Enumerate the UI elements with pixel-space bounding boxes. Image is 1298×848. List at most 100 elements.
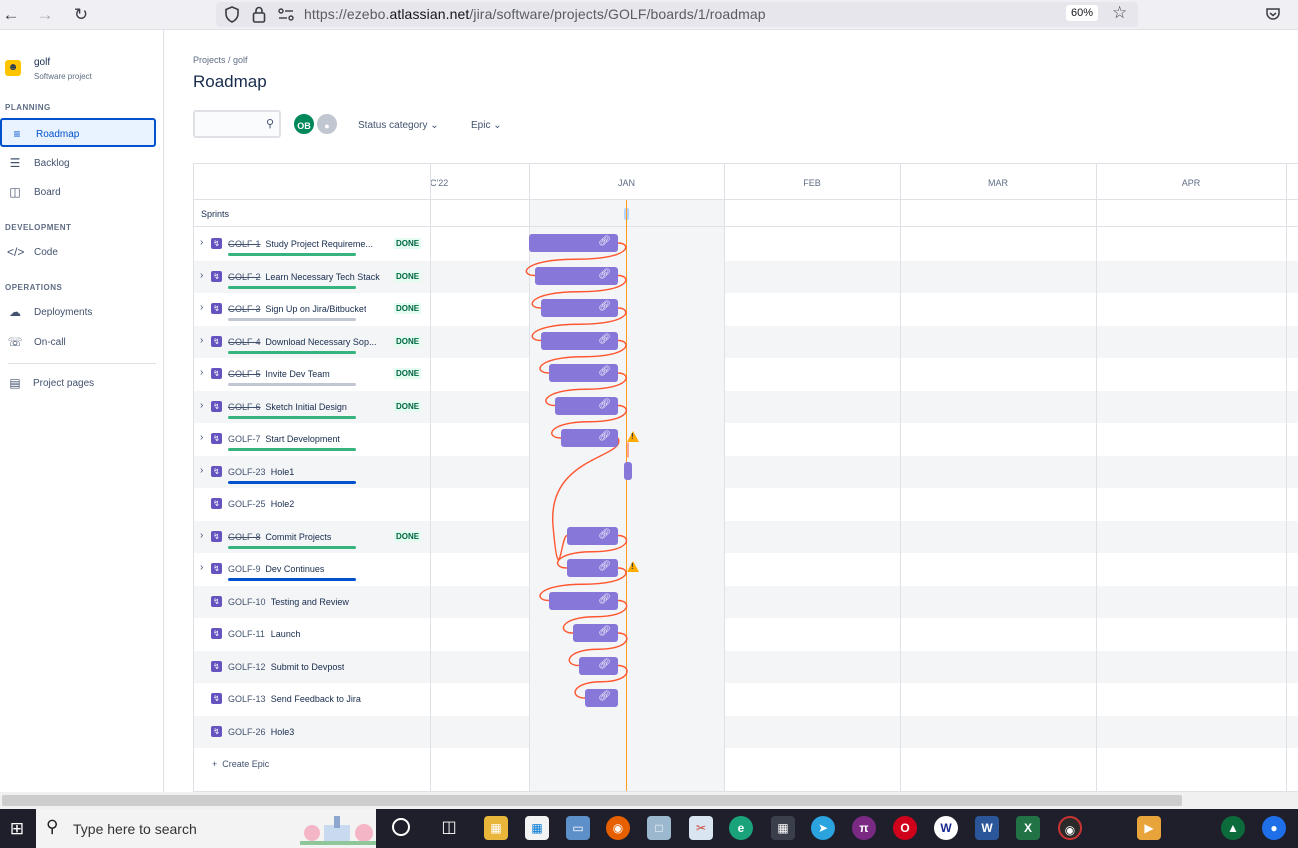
laptop-app-icon[interactable]: ▭ [566,816,590,840]
search-input[interactable] [199,115,259,133]
location-app-icon[interactable]: ● [1262,816,1286,840]
back-arrow-icon[interactable]: ← [2,5,20,24]
epic-bar[interactable]: 🔗︎ [567,526,618,545]
breadcrumb[interactable]: Projects / golf [193,55,248,65]
epic-key[interactable]: GOLF-3 [228,304,261,314]
search-icon[interactable]: ⚲ [265,118,274,130]
epic-bar[interactable]: 🔗︎ [529,234,618,252]
chevron-right-icon[interactable]: › [200,237,204,248]
chevron-right-icon[interactable]: › [200,432,204,443]
word-icon[interactable]: W [975,816,999,840]
epic-row[interactable]: › ↯ GOLF-1 Study Project Requireme... DONE [194,228,1298,261]
link-icon[interactable]: 🔗︎ [598,561,611,572]
epic-row[interactable]: › ↯ GOLF-5 Invite Dev Team DONE [194,358,1298,391]
pocket-icon[interactable] [1265,6,1281,22]
dependency-line[interactable] [568,632,628,667]
epic-bar[interactable]: 🔗︎ [541,331,618,350]
shield-icon[interactable] [224,6,240,23]
epic-bar[interactable] [624,461,632,480]
epic-row[interactable]: › ↯ GOLF-4 Download Necessary Sop... DONE [194,325,1298,358]
address-bar[interactable]: https://ezebo.atlassian.net/jira/softwar… [216,2,1138,27]
link-icon[interactable]: 🔗︎ [598,366,611,377]
create-epic-button[interactable]: + Create Epic [212,759,269,769]
epic-row[interactable]: › ↯ GOLF-6 Sketch Initial Design DONE [194,390,1298,423]
epic-bar[interactable]: 🔗︎ [535,266,618,285]
dependency-line[interactable] [525,242,627,277]
sidebar-item-backlog[interactable]: ☰ Backlog [0,149,156,178]
chevron-right-icon[interactable]: › [200,302,204,313]
dependency-line[interactable] [531,274,627,309]
link-icon[interactable]: 🔗︎ [598,593,611,605]
epic-row[interactable]: › ↯ GOLF-23 Hole1 [194,455,1298,488]
snipping-tool-icon[interactable]: ✂ [689,816,713,840]
link-icon[interactable]: 🔗︎ [598,528,611,540]
epic-key[interactable]: GOLF-11 [228,629,265,639]
link-icon[interactable]: 🔗︎ [598,626,611,637]
dependency-line[interactable] [551,404,627,439]
epic-row[interactable]: › ↯ GOLF-7 Start Development [194,423,1298,456]
epic-bar[interactable]: 🔗︎ [541,299,618,317]
taskbar-search[interactable]: ⚲ Type here to search [36,809,376,848]
epic-bar[interactable]: 🔗︎ [549,591,618,610]
dependency-line[interactable] [557,534,628,569]
dependency-line[interactable] [562,599,628,634]
epic-row[interactable]: › ↯ GOLF-3 Sign Up on Jira/Bitbucket DONE [194,293,1298,326]
sidebar-item-deployments[interactable]: ☁ Deployments [0,298,156,327]
epic-row[interactable]: ↯ GOLF-13 Send Feedback to Jira [194,683,1298,716]
epic-key[interactable]: GOLF-10 [228,596,266,607]
sidebar-item-project-pages[interactable]: ▤ Project pages [0,369,156,398]
epic-row[interactable]: ↯ GOLF-12 Submit to Devpost [194,650,1298,683]
link-icon[interactable]: 🔗︎ [598,301,611,312]
unassigned-avatar-icon[interactable]: ● [315,112,339,136]
chevron-right-icon[interactable]: › [200,399,204,411]
link-icon[interactable]: 🔗︎ [598,268,611,280]
link-icon[interactable]: 🔗︎ [598,658,611,670]
epic-key[interactable]: GOLF-7 [228,434,261,444]
epic-key[interactable]: GOLF-5 [228,369,261,379]
chevron-right-icon[interactable]: › [200,464,204,476]
epic-bar[interactable]: 🔗︎ [585,689,618,707]
telegram-icon[interactable]: ➤ [811,816,835,840]
media-player-icon[interactable]: ▶ [1137,816,1161,840]
permissions-icon[interactable] [278,8,294,21]
avatar[interactable]: OB [292,112,316,136]
notes-app-icon[interactable]: □ [647,816,671,840]
dependency-line[interactable] [545,372,627,407]
status-category-filter[interactable]: Status category ⌄ [358,120,439,131]
epic-row[interactable]: ↯ GOLF-26 Hole3 [194,715,1298,748]
epic-key[interactable]: GOLF-12 [228,661,266,672]
sidebar-item-roadmap[interactable]: ≡ Roadmap [0,118,156,147]
firefox-icon[interactable]: ◉ [606,816,630,840]
chevron-right-icon[interactable]: › [200,269,204,281]
wallet-app-icon[interactable]: W [934,816,958,840]
dependency-line[interactable] [552,437,620,560]
epic-bar[interactable]: 🔗︎ [549,364,618,382]
sidebar-item-code[interactable]: </> Code [0,238,156,267]
epic-key[interactable]: GOLF-25 [228,499,266,509]
link-icon[interactable]: 🔗︎ [598,236,611,247]
epic-row[interactable]: ↯ GOLF-10 Testing and Review [194,585,1298,618]
epic-key[interactable]: GOLF-4 [228,336,261,347]
link-icon[interactable]: 🔗︎ [598,691,611,702]
epic-bar[interactable]: 🔗︎ [555,396,618,415]
warning-icon[interactable]: ! [627,561,639,572]
chevron-right-icon[interactable]: › [200,529,204,541]
windows-start-icon[interactable]: ⊞ [9,819,25,838]
epic-key[interactable]: GOLF-13 [228,694,266,704]
task-view-icon[interactable]: ◫ [441,819,457,836]
epic-bar[interactable]: 🔗︎ [561,429,618,447]
sidebar-item-oncall[interactable]: ☏ On-call [0,328,156,357]
epic-key[interactable]: GOLF-8 [228,531,261,542]
epic-row[interactable]: › ↯ GOLF-9 Dev Continues [194,553,1298,586]
epic-row[interactable]: › ↯ GOLF-8 Commit Projects DONE [194,520,1298,553]
chevron-right-icon[interactable]: › [200,367,204,378]
horizontal-scrollbar[interactable] [0,792,1298,809]
chevron-right-icon[interactable]: › [200,562,204,573]
zoom-indicator[interactable]: 60% [1066,5,1099,21]
file-explorer-icon[interactable]: ▦ [484,816,508,840]
chevron-right-icon[interactable]: › [200,334,204,346]
bookmark-star-icon[interactable]: ☆ [1112,3,1128,22]
project-name[interactable]: golf [34,57,51,68]
epic-key[interactable]: GOLF-9 [228,564,261,574]
reload-icon[interactable]: ↻ [73,5,89,24]
